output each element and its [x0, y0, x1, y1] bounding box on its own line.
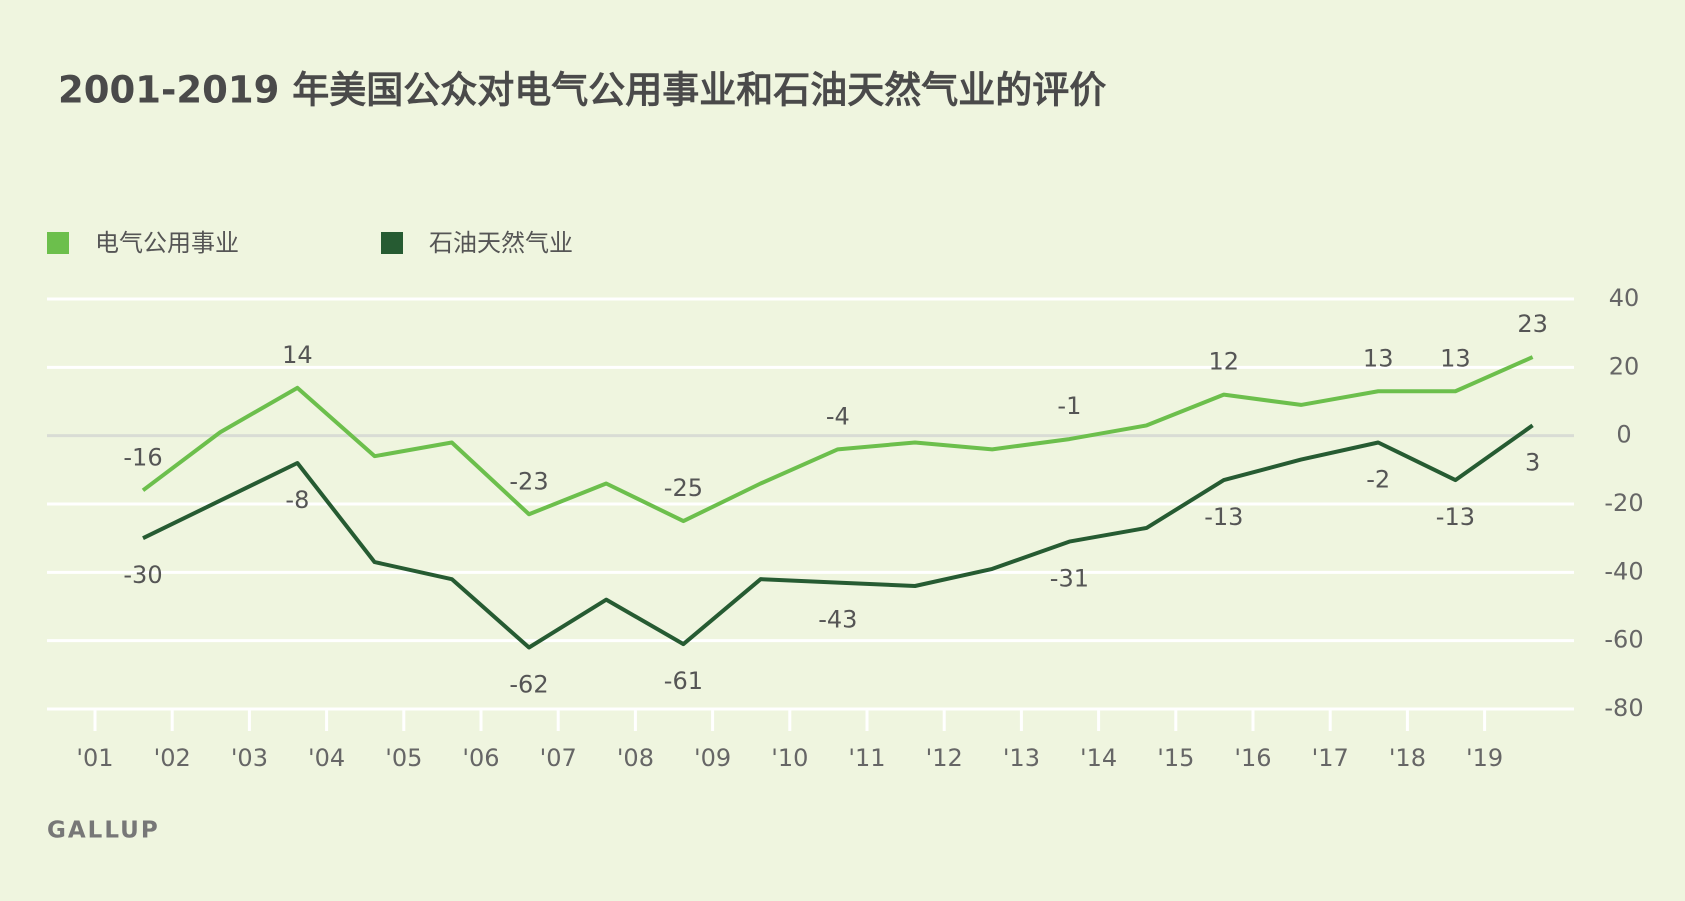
legend-label: 电气公用事业 [95, 229, 239, 257]
data-label: -23 [509, 467, 548, 495]
x-tick-label: '13 [1003, 744, 1040, 772]
data-label: 13 [1440, 344, 1471, 372]
data-label: -1 [1057, 392, 1081, 420]
y-tick-label: -60 [1604, 626, 1643, 654]
data-label: -2 [1366, 466, 1390, 494]
legend-label: 石油天然气业 [429, 229, 573, 257]
x-tick-label: '18 [1389, 744, 1426, 772]
x-tick-label: '03 [231, 744, 268, 772]
x-tick-label: '01 [76, 744, 113, 772]
series-line [141, 355, 1534, 524]
x-tick-label: '17 [1312, 744, 1349, 772]
data-label: -4 [826, 402, 850, 430]
y-tick-label: 0 [1616, 421, 1631, 449]
x-tick-label: '14 [1080, 744, 1117, 772]
data-label: -16 [123, 443, 162, 471]
data-label: -13 [1436, 503, 1475, 531]
x-tick-label: '16 [1234, 744, 1271, 772]
legend-swatch [47, 232, 69, 254]
data-label: -62 [509, 671, 548, 699]
y-tick-label: -40 [1604, 557, 1643, 585]
y-tick-label: -20 [1604, 489, 1643, 517]
data-label: 12 [1209, 348, 1240, 376]
chart-title: 2001-2019 年美国公众对电气公用事业和石油天然气业的评价 [58, 69, 1106, 112]
data-label: -30 [123, 561, 162, 589]
data-label: -8 [285, 486, 309, 514]
y-tick-label: 40 [1609, 284, 1640, 312]
x-tick-label: '02 [154, 744, 191, 772]
legend-swatch [381, 232, 403, 254]
x-tick-label: '15 [1157, 744, 1194, 772]
x-tick-label: '06 [462, 744, 499, 772]
x-tick-label: '08 [617, 744, 654, 772]
data-label: 13 [1363, 344, 1394, 372]
data-label: -13 [1204, 503, 1243, 531]
data-label: 23 [1517, 310, 1548, 338]
data-label: 14 [282, 341, 313, 369]
x-tick-label: '04 [308, 744, 345, 772]
y-tick-label: -80 [1604, 694, 1643, 722]
data-label: -61 [664, 667, 703, 695]
series-line [142, 423, 1534, 650]
data-label: -43 [818, 606, 857, 634]
source: GALLUP [47, 818, 160, 844]
y-tick-label: 20 [1609, 352, 1640, 380]
x-tick-label: '11 [848, 744, 885, 772]
data-label: -31 [1050, 565, 1089, 593]
x-tick-label: '12 [926, 744, 963, 772]
x-tick-label: '07 [540, 744, 577, 772]
data-label: -25 [664, 474, 703, 502]
x-tick-label: '09 [694, 744, 731, 772]
data-label: 3 [1525, 448, 1540, 476]
x-tick-label: '05 [385, 744, 422, 772]
x-tick-label: '19 [1466, 744, 1503, 772]
x-tick-label: '10 [771, 744, 808, 772]
